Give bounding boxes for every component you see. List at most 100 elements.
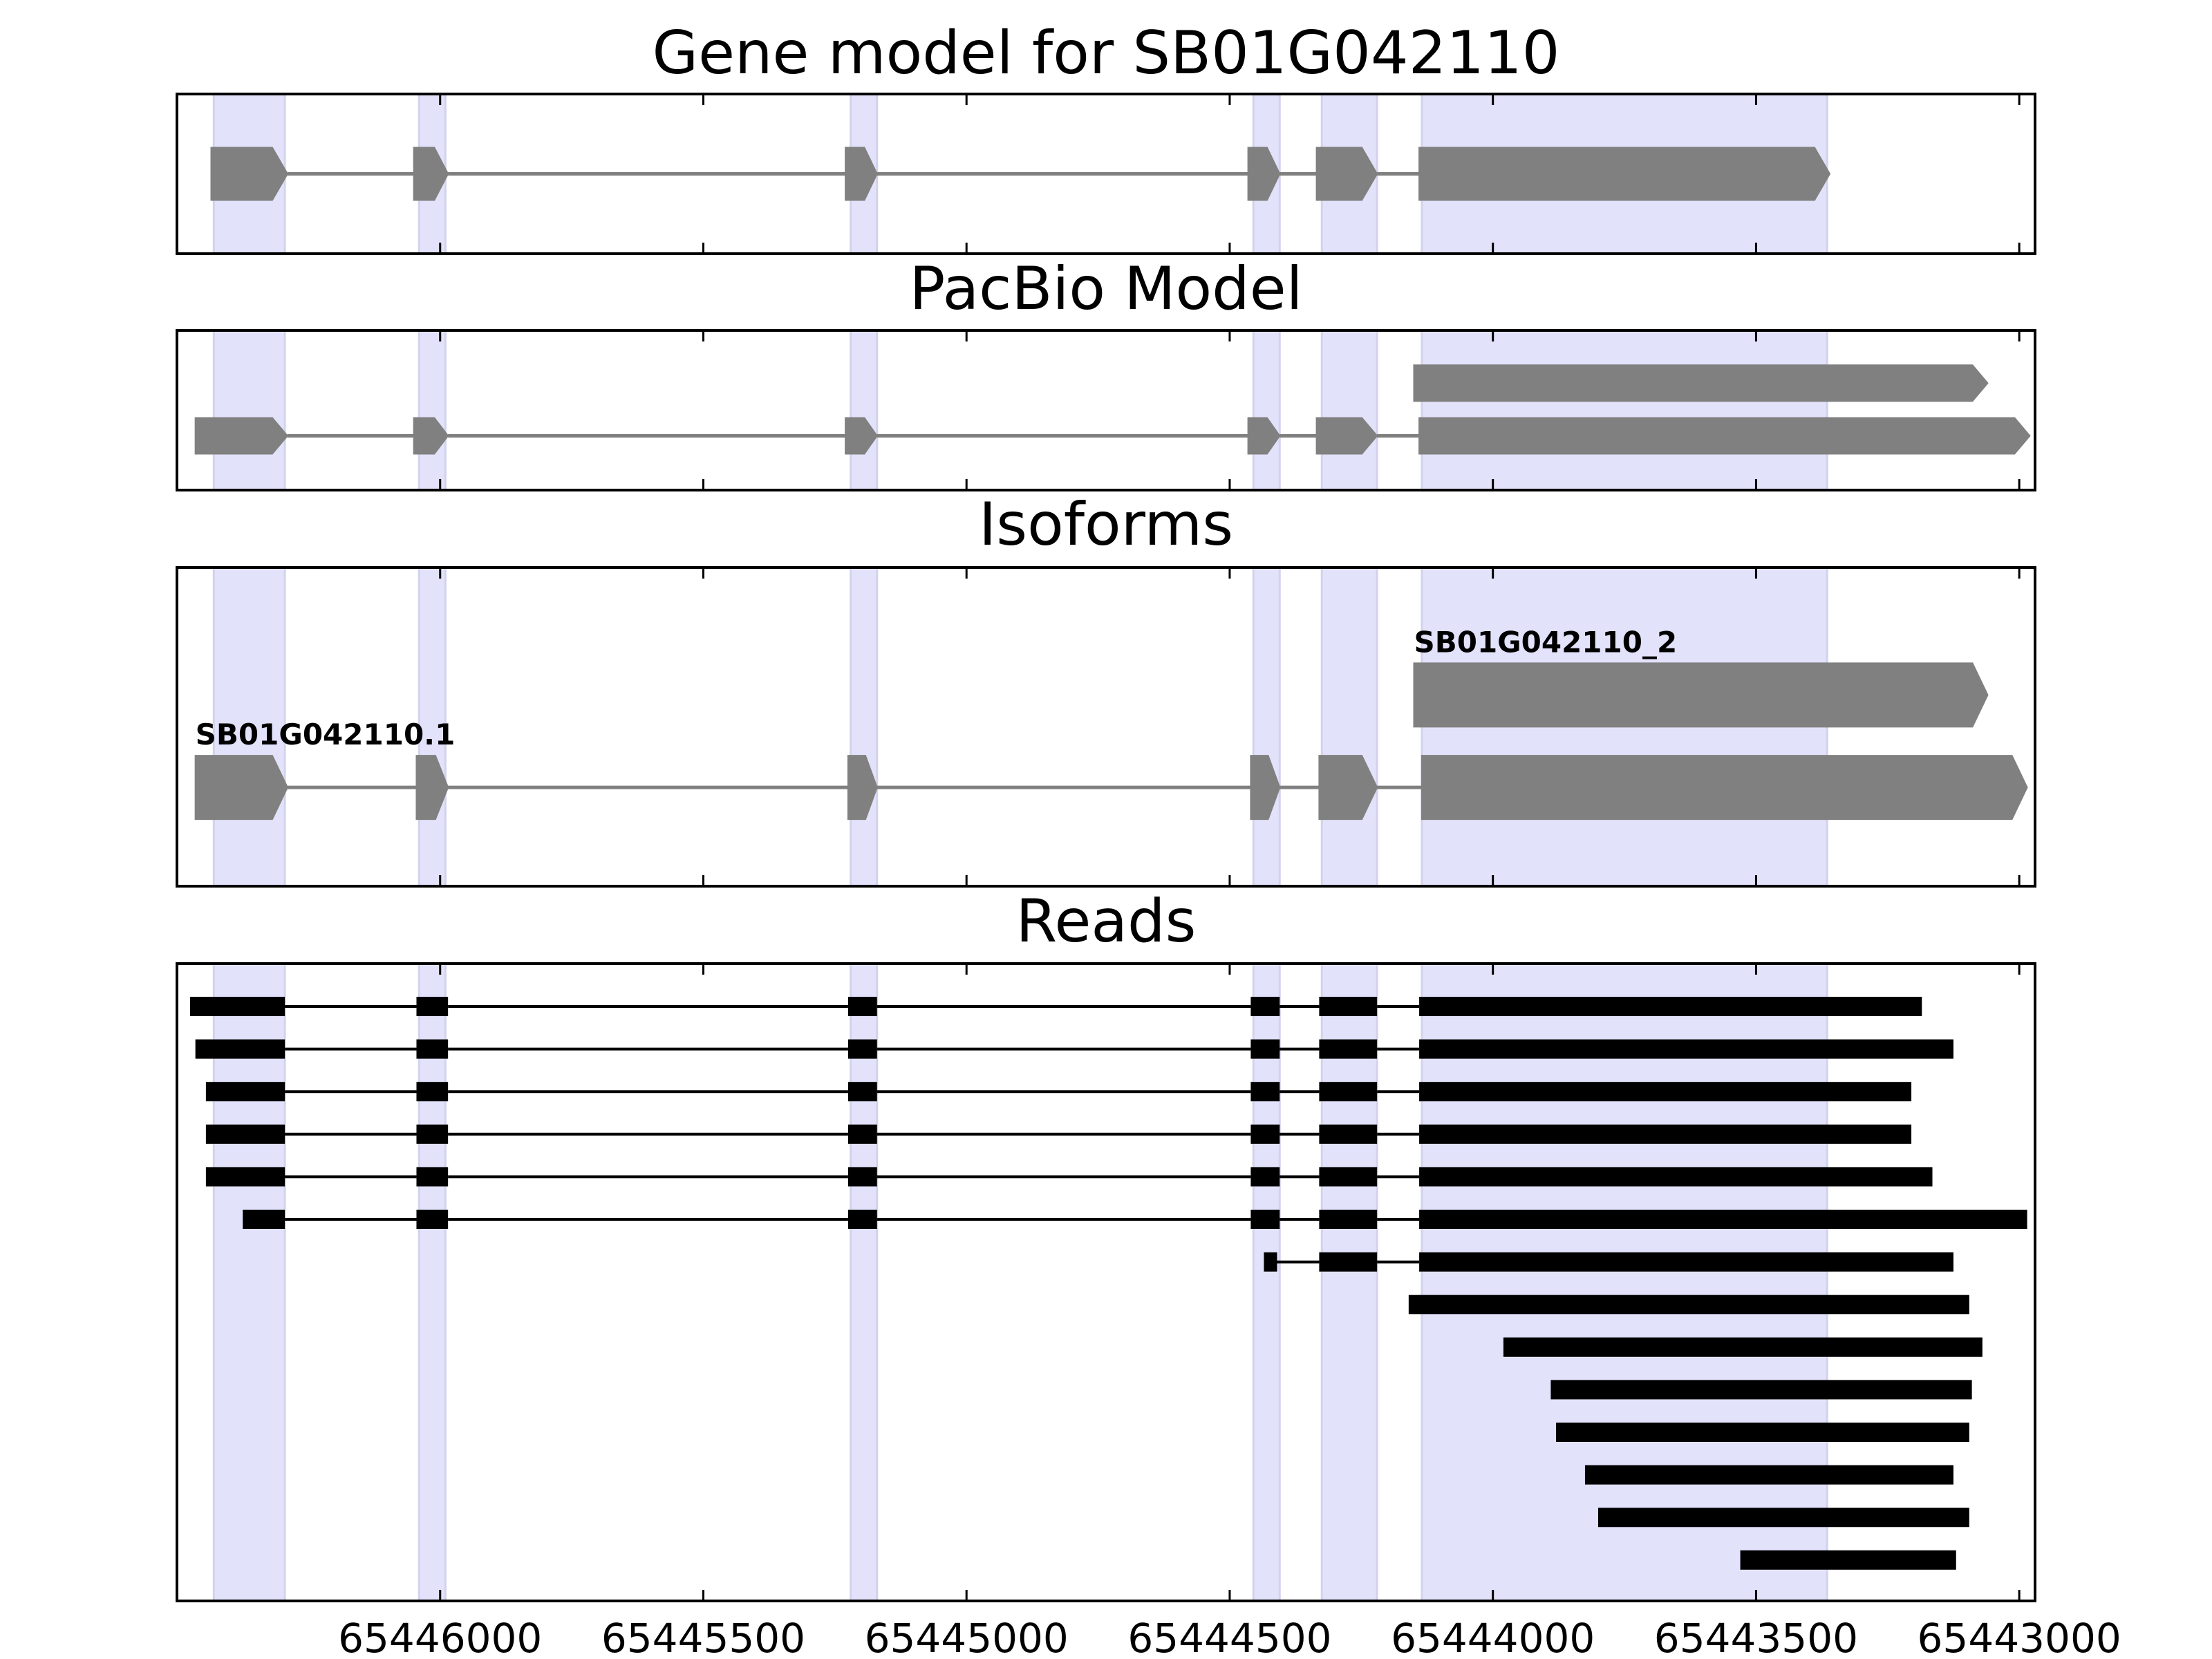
isoforms-panel: SB01G042110_2 SB01G042110.1	[176, 566, 2036, 888]
read-block	[1250, 1039, 1280, 1059]
read-block	[847, 1210, 877, 1229]
exon-block	[413, 147, 449, 201]
exon-block	[1315, 417, 1378, 455]
read-block	[847, 1082, 877, 1102]
exon-block	[845, 417, 878, 455]
exon-highlight-region	[1320, 329, 1378, 491]
x-tick-label: 65443500	[1654, 1615, 1858, 1659]
read-block	[1419, 1124, 1912, 1144]
read-block	[416, 1124, 449, 1144]
read-block	[416, 1039, 449, 1059]
read-block	[416, 1082, 449, 1102]
gene-model-title: Gene model for SB01G042110	[653, 19, 1560, 88]
x-tick-label: 65446000	[338, 1615, 542, 1659]
exon-block	[845, 147, 878, 201]
read-block	[416, 1167, 449, 1187]
exon-highlight-region	[1320, 962, 1378, 1602]
read-block	[1419, 1210, 2027, 1229]
exon-block	[1247, 417, 1281, 455]
x-axis: 65446000 65445500 65445000 65444500 65444000…	[338, 1615, 2121, 1659]
read-block	[1319, 1210, 1378, 1229]
exon-block	[1418, 147, 1831, 201]
exon-highlight-region	[418, 329, 447, 491]
read-block	[1250, 997, 1280, 1016]
read-block	[1419, 1252, 1953, 1272]
read-block	[416, 997, 449, 1016]
gene-model-frame	[176, 93, 2036, 255]
pacbio-model-title: PacBio Model	[909, 254, 1302, 324]
exon-block	[1315, 147, 1378, 201]
reads-panel	[176, 962, 2036, 1602]
read-block	[1584, 1465, 1953, 1485]
exon-highlight-region	[212, 329, 286, 491]
exon-block	[1250, 755, 1281, 821]
pacbio-model-frame	[176, 329, 2036, 491]
read-block	[195, 1039, 285, 1059]
pacbio-model-panel	[176, 329, 2036, 491]
read-block	[205, 1082, 285, 1102]
exon-highlight-region	[418, 962, 447, 1602]
read-block	[847, 997, 877, 1016]
exon-highlight-region	[1252, 566, 1281, 888]
isoforms-title: Isoforms	[979, 490, 1233, 559]
read-block	[1319, 1039, 1378, 1059]
read-block	[1250, 1210, 1280, 1229]
exon-block	[847, 755, 878, 821]
read-block	[1419, 1167, 1933, 1187]
read-block	[1740, 1550, 1956, 1570]
exon-highlight-region	[1320, 566, 1378, 888]
read-block	[205, 1167, 285, 1187]
read-block	[416, 1210, 449, 1229]
read-block	[243, 1210, 285, 1229]
read-block	[1419, 1039, 1953, 1059]
exon-highlight-region	[1252, 329, 1281, 491]
read-block	[190, 997, 285, 1016]
exon-block	[194, 755, 289, 821]
read-block	[1597, 1508, 1969, 1528]
read-block	[847, 1039, 877, 1059]
exon-block	[1418, 417, 2031, 455]
exon-highlight-region	[212, 962, 286, 1602]
isoform-label: SB01G042110.1	[196, 718, 456, 751]
reads-title: Reads	[1016, 887, 1197, 956]
read-block	[847, 1124, 877, 1144]
x-tick-label: 65444500	[1127, 1615, 1331, 1659]
x-tick-label: 65445500	[601, 1615, 805, 1659]
gene-model-panel	[176, 93, 2036, 255]
read-block	[1319, 997, 1378, 1016]
exon-block	[210, 147, 289, 201]
read-block	[1408, 1295, 1969, 1315]
read-block	[1264, 1252, 1277, 1272]
read-block	[847, 1167, 877, 1187]
read-block	[1250, 1167, 1280, 1187]
read-block	[1319, 1124, 1378, 1144]
read-block	[1250, 1124, 1280, 1144]
exon-highlight-region	[1421, 962, 1828, 1602]
exon-block	[1421, 755, 2028, 821]
read-block	[1319, 1167, 1378, 1187]
exon-block	[1247, 147, 1281, 201]
exon-block	[194, 417, 289, 455]
exon-highlight-region	[1421, 329, 1828, 491]
exon-highlight-region	[850, 566, 879, 888]
exon-block	[413, 417, 449, 455]
exon-block	[1413, 364, 1989, 402]
read-block	[1319, 1082, 1378, 1102]
read-block	[205, 1124, 285, 1144]
x-tick-label: 65445000	[865, 1615, 1069, 1659]
exon-highlight-region	[850, 962, 879, 1602]
read-block	[1503, 1337, 1983, 1357]
exon-block	[1413, 662, 1989, 728]
read-block	[1419, 997, 1922, 1016]
exon-highlight-region	[850, 329, 879, 491]
isoforms-frame	[176, 566, 2036, 888]
read-block	[1550, 1380, 1972, 1400]
reads-frame	[176, 962, 2036, 1602]
read-block	[1250, 1082, 1280, 1102]
x-tick-label: 65444000	[1391, 1615, 1595, 1659]
read-block	[1419, 1082, 1912, 1102]
exon-block	[1318, 755, 1378, 821]
isoform-label: SB01G042110_2	[1414, 625, 1677, 659]
exon-block	[415, 755, 449, 821]
